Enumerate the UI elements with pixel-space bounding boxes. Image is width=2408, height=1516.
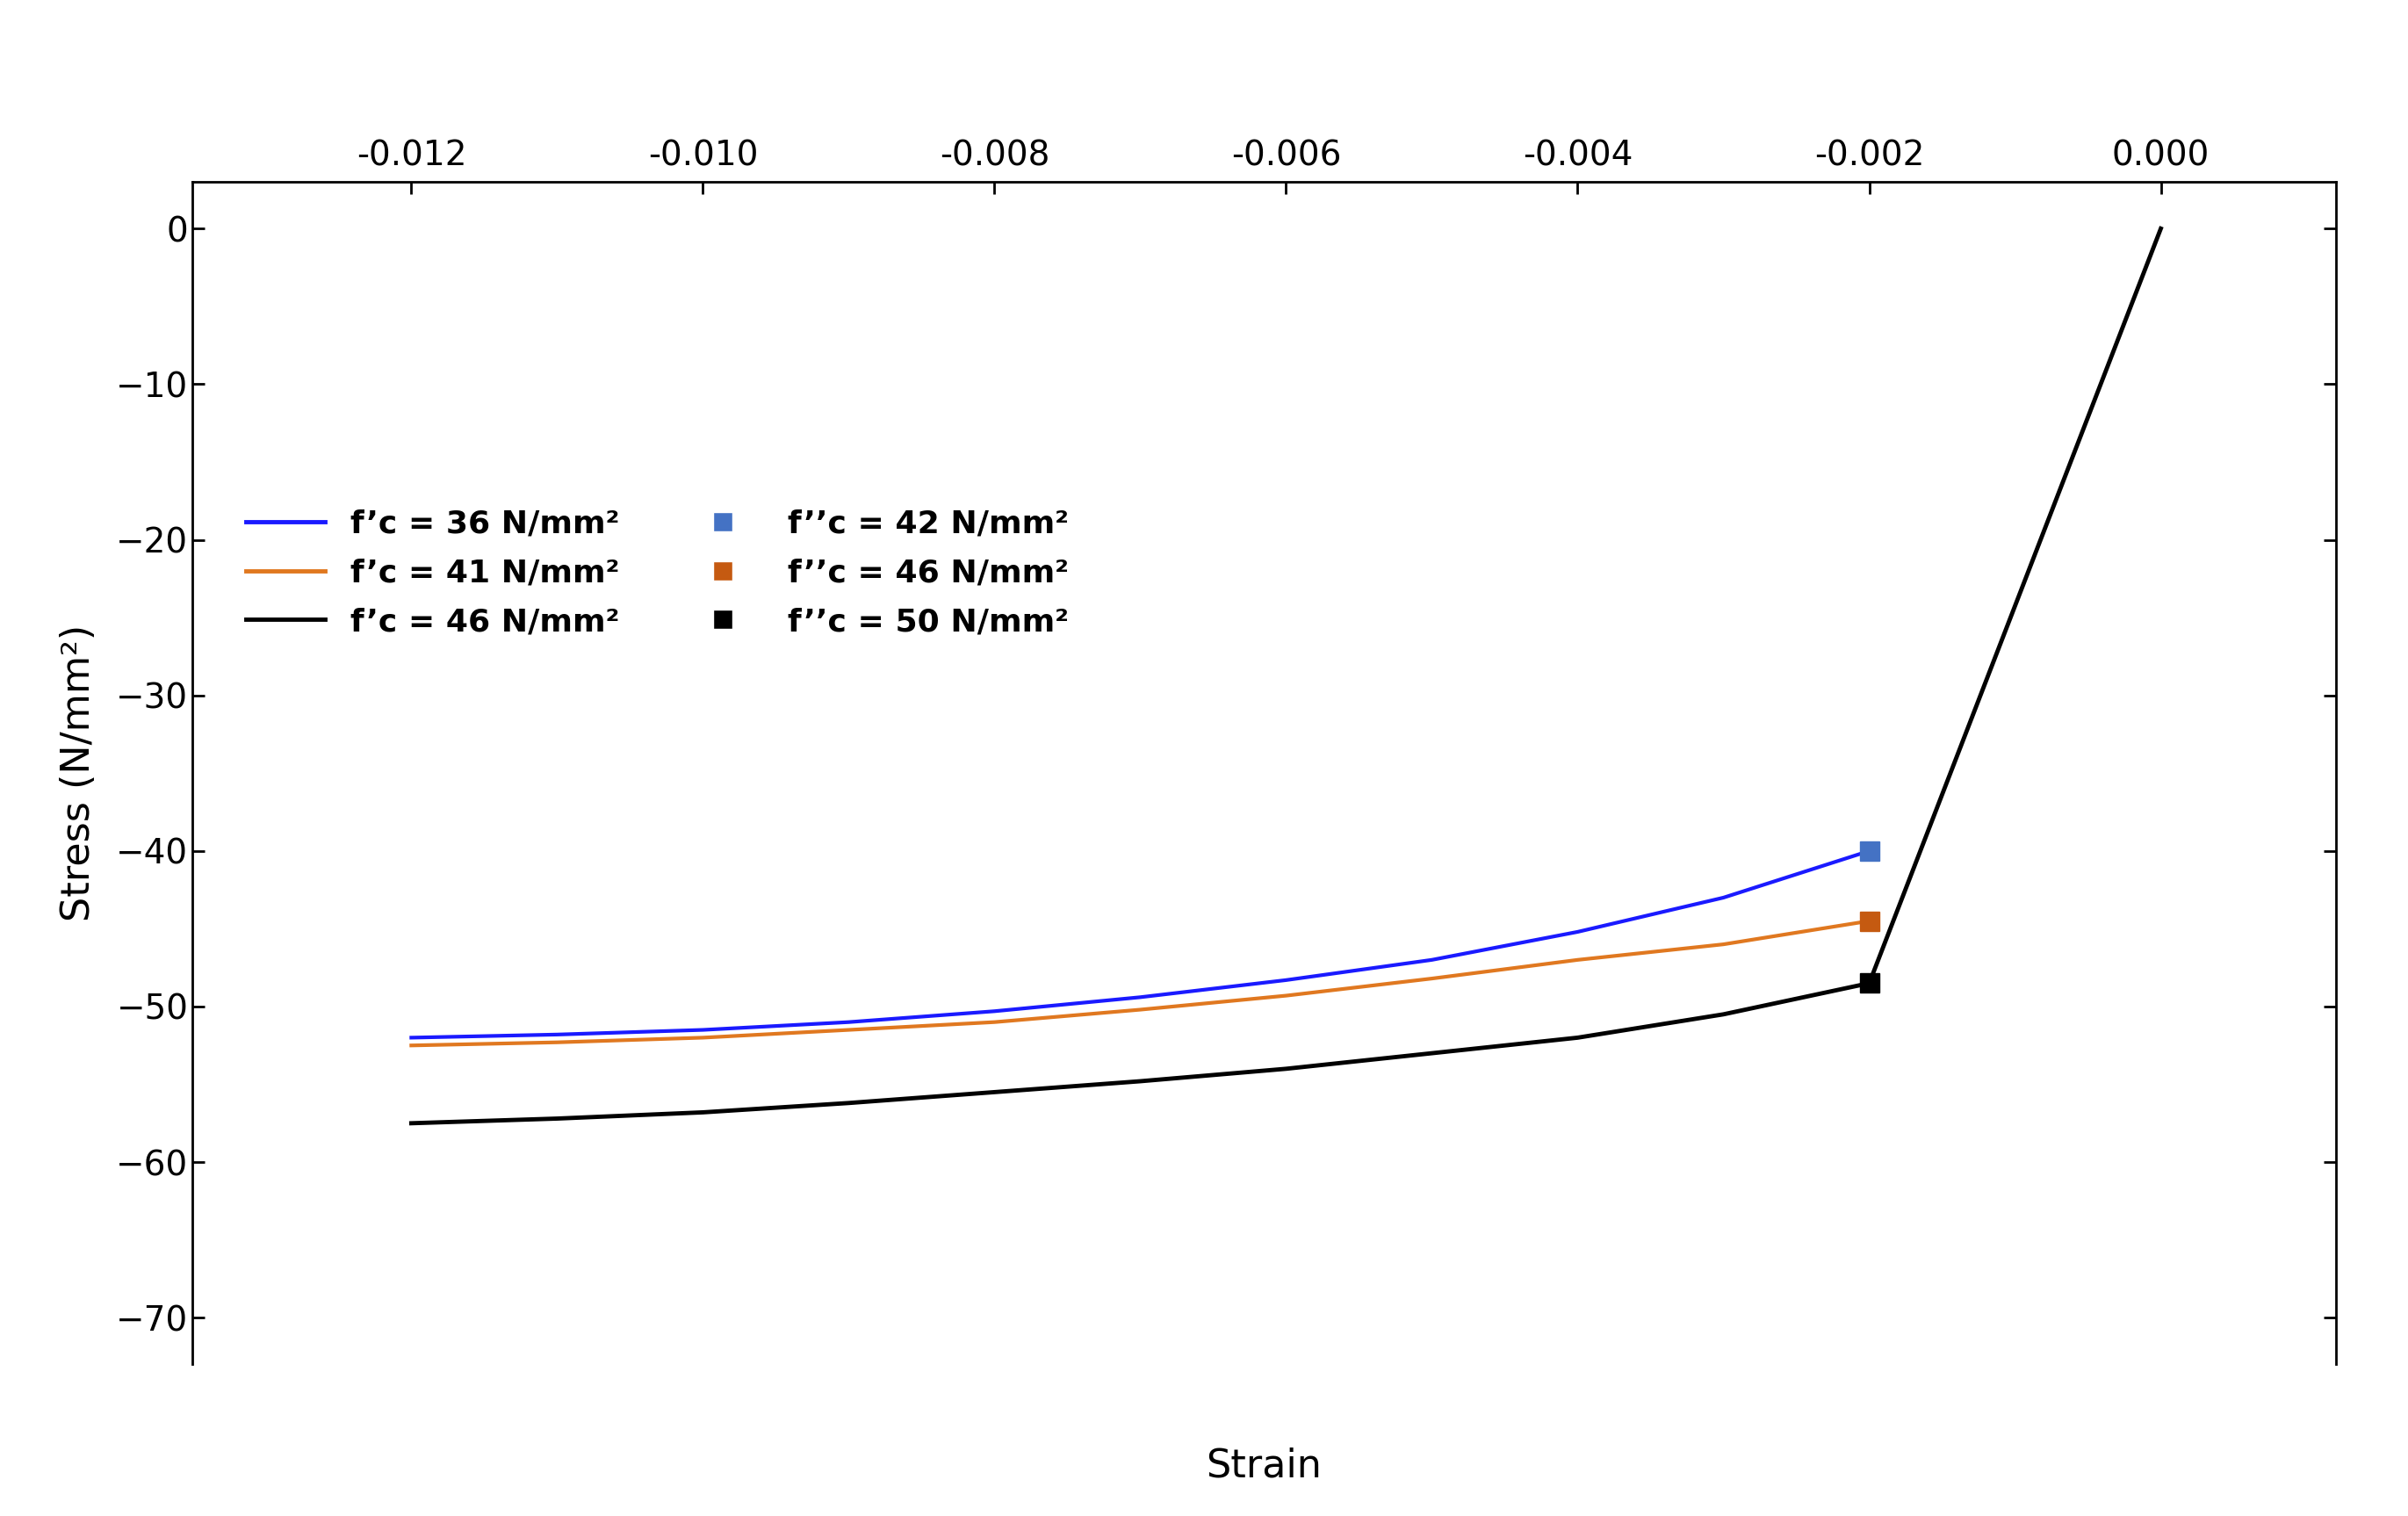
Text: Strain: Strain [1206, 1448, 1322, 1486]
Y-axis label: Stress (N/mm²): Stress (N/mm²) [60, 625, 99, 922]
Legend: f’c = 36 N/mm², f’c = 41 N/mm², f’c = 46 N/mm², f’’c = 42 N/mm², f’’c = 46 N/mm²: f’c = 36 N/mm², f’c = 41 N/mm², f’c = 46… [229, 493, 1084, 653]
